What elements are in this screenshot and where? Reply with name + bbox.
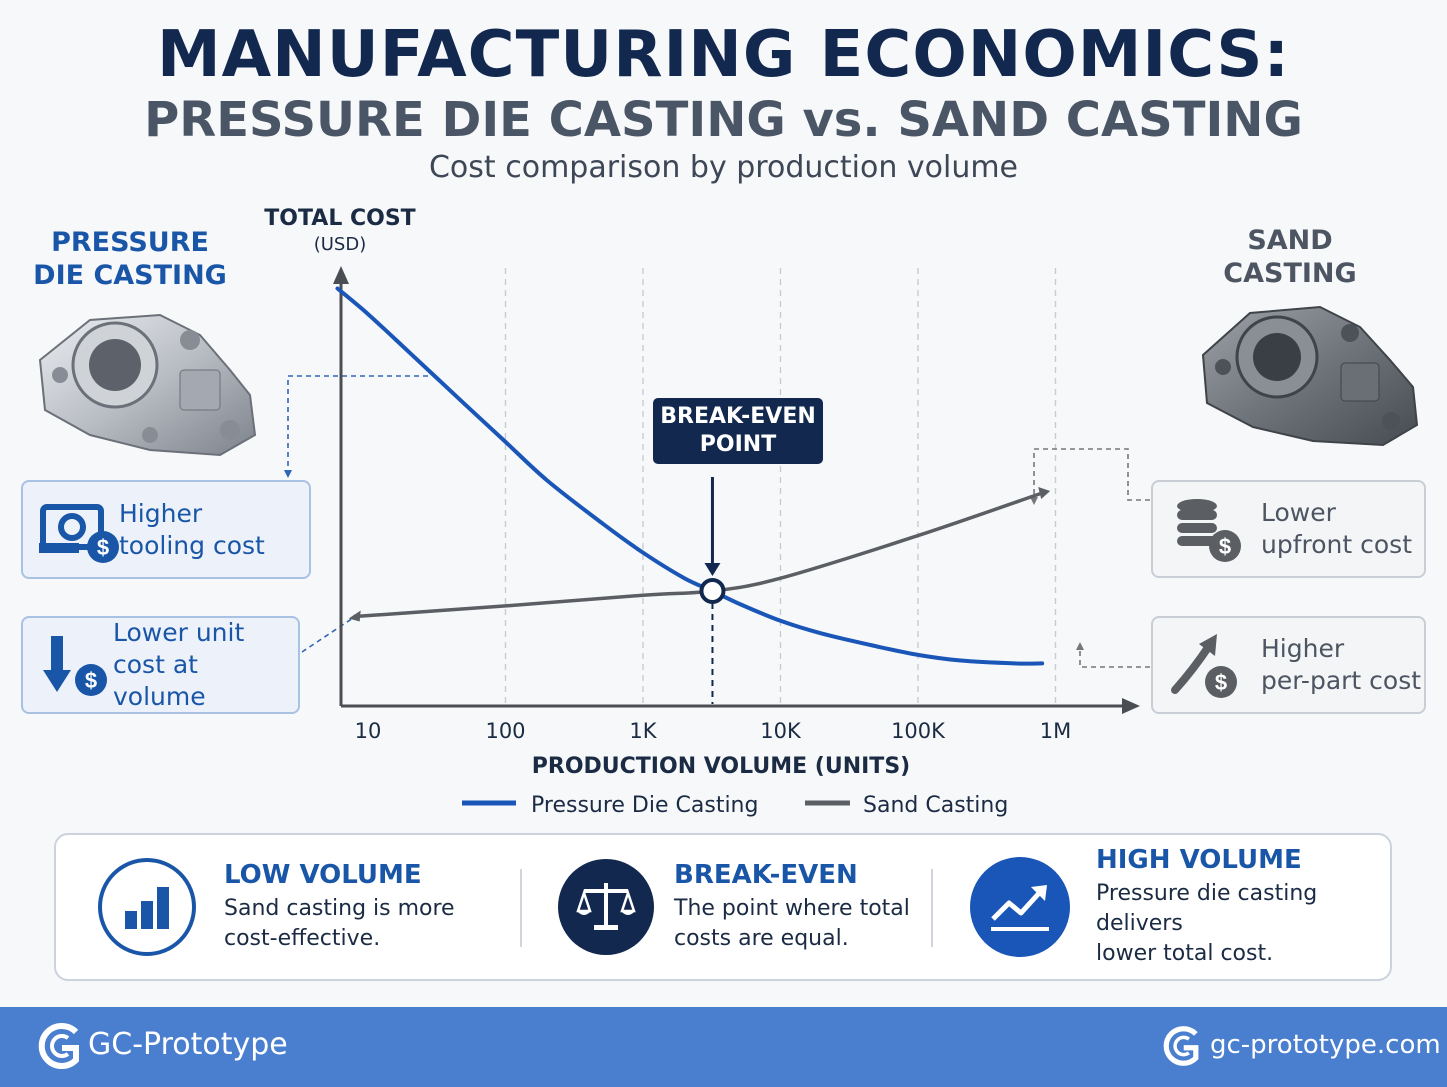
down-arrow-dollar-icon: $ [23,630,113,700]
summary-high-line2: lower total cost. [1096,941,1274,966]
trend-up-icon [970,857,1070,957]
x-tick-label: 10K [760,719,802,743]
tooling-callout-line2: tooling cost [119,530,265,560]
per-part-callout-line1: Higher [1261,634,1345,663]
balance-scale-icon [558,859,654,955]
sand-cast-part-image [1201,305,1419,447]
summary-break-heading: BREAK-EVEN [674,860,858,890]
svg-text:$: $ [1219,534,1231,559]
lower-unit-cost-callout: $ Lower unit cost at volume [21,616,300,714]
sand-casting-line-arrow-icon [1038,487,1051,499]
breakeven-label: BREAK-EVEN POINT [653,398,823,464]
svg-text:$: $ [85,668,97,693]
cost-chart: 10 100 1K 10K 100K 1M TOTAL COST (USD) PRODUC… [264,206,1150,818]
sand-casting-title-line1: SAND [1247,225,1333,256]
unit-cost-callout-line2: cost at volume [113,650,206,711]
die-casting-title: PRESSURE DIE CASTING [20,226,240,292]
summary-high-volume: HIGH VOLUME Pressure die casting deliver… [970,835,1390,979]
tooling-cost-icon: $ [23,495,119,565]
svg-text:$: $ [97,535,109,560]
up-arrow-dollar-icon: $ [1153,630,1261,700]
bar-chart-icon [98,858,196,956]
die-casting-title-line1: PRESSURE [51,227,209,258]
chart-grid [504,268,1057,704]
lower-upfront-cost-callout: $ Lower upfront cost [1151,480,1426,578]
summary-break-even: BREAK-EVEN The point where total costs a… [558,835,910,979]
summary-low-volume: LOW VOLUME Sand casting is more cost-eff… [98,835,455,979]
chart-series [335,286,1051,666]
x-axis-arrow-icon [1122,698,1140,714]
x-axis-label: PRODUCTION VOLUME (UNITS) [532,754,910,779]
sand-casting-title: SAND CASTING [1180,224,1400,290]
upfront-callout-line1: Lower [1261,498,1336,527]
die-cast-part-image [38,313,257,457]
per-part-callout-line2: per-part cost [1261,666,1422,695]
summary-divider [520,869,522,947]
sand-casting-title-line2: CASTING [1223,258,1357,289]
tooling-callout-line1: Higher [119,498,203,528]
page-tagline: Cost comparison by production volume [428,150,1019,185]
page-title: MANUFACTURING ECONOMICS: [156,18,1291,92]
y-axis-arrow-icon [333,266,349,284]
x-tick-label: 1K [629,719,657,743]
svg-text:$: $ [1215,670,1227,695]
breakeven-point-marker [699,577,726,604]
coin-stack-dollar-icon: $ [1153,494,1261,564]
sand-casting-line [352,491,1044,619]
footer-brand: GC-Prototype [88,1027,288,1062]
summary-high-heading: HIGH VOLUME [1096,845,1302,875]
sand-casting-line-start-icon [348,610,361,622]
x-tick-label: 10 [355,719,382,743]
brand-logo-icon [38,1023,79,1069]
chart-axes [333,266,1140,714]
summary-break-line2: costs are equal. [674,926,849,951]
summary-panel: LOW VOLUME Sand casting is more cost-eff… [54,833,1392,981]
breakeven-label-line2: POINT [699,432,777,457]
legend-label-die-casting: Pressure Die Casting [531,793,758,818]
footer-bar [0,1007,1447,1087]
x-tick-labels: 10 100 1K 10K 100K 1M [355,719,1072,743]
summary-low-line2: cost-effective. [224,926,381,951]
legend-label-sand-casting: Sand Casting [863,793,1008,818]
breakeven-label-line1: BREAK-EVEN [660,404,816,429]
x-tick-label: 1M [1040,719,1071,743]
y-axis-unit: (USD) [314,234,367,255]
summary-low-heading: LOW VOLUME [224,860,422,890]
summary-low-line1: Sand casting is more [224,896,455,921]
x-tick-label: 100K [891,719,946,743]
site-logo-icon [1163,1026,1199,1066]
callout-connectors [284,375,1150,668]
summary-break-line1: The point where total [674,896,910,921]
higher-per-part-cost-callout: $ Higher per-part cost [1151,616,1426,714]
breakeven-arrow-icon [704,562,721,576]
summary-divider [931,869,933,947]
die-casting-line [335,286,1045,666]
y-axis-label: TOTAL COST [264,206,415,231]
higher-tooling-cost-callout: $ Higher tooling cost [21,480,311,579]
chart-legend: Pressure Die Casting Sand Casting [462,793,1008,818]
x-tick-label: 100 [485,719,525,743]
page-subtitle: PRESSURE DIE CASTING vs. SAND CASTING [144,92,1303,148]
footer-website-link[interactable]: gc-prototype.com [1210,1030,1441,1060]
summary-high-line1: Pressure die casting delivers [1096,881,1318,936]
breakeven-marker-group [699,477,726,704]
die-casting-title-line2: DIE CASTING [33,260,227,291]
upfront-callout-line2: upfront cost [1261,530,1413,559]
unit-cost-callout-line1: Lower unit [113,618,245,647]
